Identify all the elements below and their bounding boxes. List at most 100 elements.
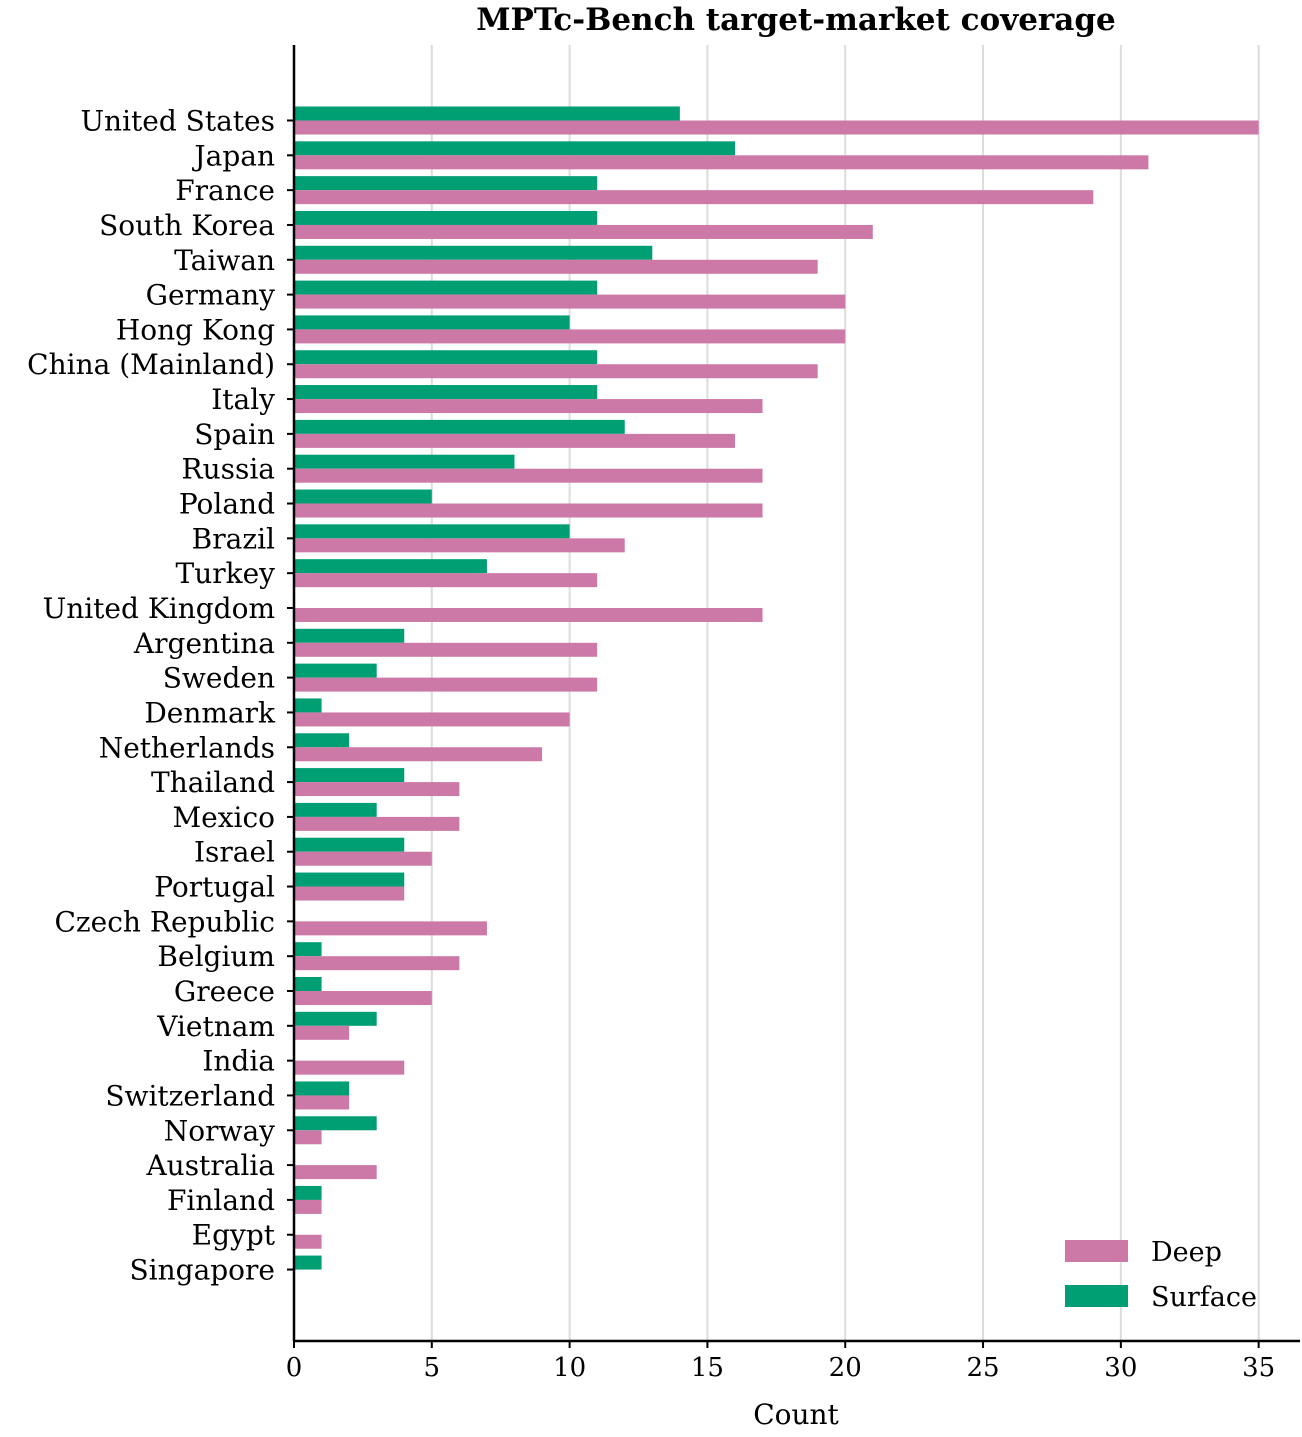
bar-deep (294, 956, 460, 971)
bar-deep (294, 921, 487, 936)
x-tick-label: 0 (286, 1353, 303, 1383)
y-tick-label: Thailand (151, 766, 275, 799)
y-tick-label: United States (80, 105, 275, 138)
y-tick-label: Russia (181, 453, 275, 486)
bar-deep (294, 364, 818, 379)
bar-surface (294, 106, 680, 121)
bar-deep (294, 259, 818, 274)
legend-label: Deep (1151, 1237, 1222, 1268)
x-tick-label: 30 (1104, 1353, 1137, 1383)
y-tick-label: Egypt (192, 1219, 276, 1252)
bar-deep (294, 712, 570, 727)
y-tick-label: Germany (146, 279, 276, 312)
y-tick-label: Portugal (154, 871, 275, 904)
y-tick-label: Turkey (176, 557, 276, 590)
bar-surface (294, 698, 322, 713)
legend-swatch (1065, 1285, 1128, 1307)
bar-deep (294, 816, 460, 831)
bar-surface (294, 524, 570, 539)
y-tick-label: Vietnam (156, 1010, 275, 1043)
bar-surface (294, 419, 625, 434)
bar-surface (294, 628, 405, 643)
bar-surface (294, 176, 598, 191)
x-tick-label: 5 (424, 1353, 441, 1383)
x-axis-label: Count (753, 1398, 839, 1431)
y-tick-label: Poland (179, 488, 275, 521)
bar-surface (294, 1081, 350, 1096)
y-tick-label: France (175, 174, 275, 207)
bar-deep (294, 677, 598, 692)
y-tick-label: Finland (167, 1184, 275, 1217)
y-tick-label: Hong Kong (116, 313, 275, 346)
bar-deep (294, 294, 846, 309)
y-tick-label: Greece (174, 975, 275, 1008)
bar-deep (294, 224, 873, 239)
y-tick-label: Israel (194, 836, 275, 869)
bar-surface (294, 315, 570, 330)
bar-deep (294, 1025, 350, 1040)
y-tick-label: Australia (145, 1149, 275, 1182)
x-tick-labels: 0 5 10 15 20 25 30 35 (286, 1341, 1275, 1383)
bar-deep (294, 503, 763, 518)
bar-deep (294, 538, 625, 553)
y-tick-label: Brazil (192, 522, 275, 555)
bars (294, 106, 1259, 1270)
bar-deep (294, 1060, 405, 1075)
bar-deep (294, 399, 763, 414)
y-tick-label: Mexico (172, 801, 275, 834)
x-tick-label: 10 (553, 1353, 586, 1383)
legend-swatch (1065, 1240, 1128, 1262)
x-tick-label: 15 (691, 1353, 724, 1383)
bar-surface (294, 872, 405, 887)
bar-surface (294, 454, 515, 469)
axes (292, 45, 1300, 1343)
y-tick-label: Denmark (144, 696, 276, 729)
y-tick-label: Argentina (133, 627, 275, 660)
bar-surface (294, 977, 322, 991)
bar-deep (294, 1130, 322, 1145)
legend-label: Surface (1151, 1282, 1257, 1313)
y-tick-label: China (Mainland) (27, 348, 275, 381)
bar-deep (294, 329, 846, 344)
bar-surface (294, 489, 432, 504)
bar-surface (294, 663, 377, 678)
y-tick-label: Sweden (163, 662, 275, 695)
bar-deep (294, 1199, 322, 1214)
bar-surface (294, 280, 598, 295)
bar-deep (294, 120, 1259, 135)
bar-deep (294, 782, 460, 797)
bar-surface (294, 942, 322, 957)
y-tick-label: United Kingdom (43, 592, 275, 625)
y-tick-label: Spain (194, 418, 275, 451)
x-tick-label: 20 (829, 1353, 862, 1383)
bar-deep (294, 1234, 322, 1249)
y-tick-label: India (202, 1045, 275, 1078)
y-tick-label: Norway (164, 1114, 275, 1147)
grid-lines (430, 45, 1260, 1341)
y-tick-label: Italy (211, 383, 275, 416)
bar-surface (294, 1011, 377, 1026)
bar-deep (294, 1165, 377, 1180)
bar-surface (294, 768, 405, 783)
y-tick-label: Taiwan (174, 244, 275, 277)
bar-surface (294, 385, 598, 400)
bar-deep (294, 642, 598, 657)
bar-surface (294, 210, 598, 225)
bar-surface (294, 1185, 322, 1200)
y-tick-label: Netherlands (99, 731, 275, 764)
y-tick-label: Czech Republic (55, 905, 276, 938)
bar-surface (294, 733, 350, 748)
x-tick-label: 35 (1242, 1353, 1275, 1383)
y-tick-label: Singapore (129, 1254, 275, 1287)
bar-surface (294, 559, 487, 574)
bar-deep (294, 747, 543, 762)
bar-surface (294, 1116, 377, 1131)
bar-deep (294, 190, 1094, 205)
bar-deep (294, 851, 432, 866)
bar-surface (294, 837, 405, 852)
bar-deep (294, 573, 598, 588)
bar-deep (294, 468, 763, 483)
bar-deep (294, 433, 735, 448)
